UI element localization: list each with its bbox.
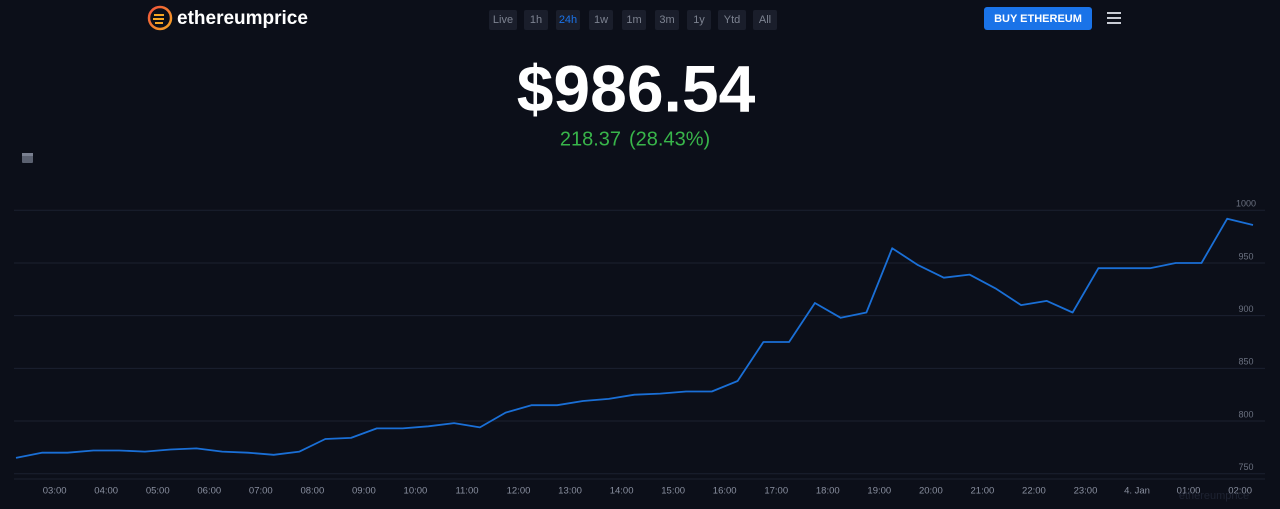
x-tick-label: 20:00	[919, 486, 943, 497]
x-tick-label: 14:00	[610, 486, 634, 497]
menu-icon[interactable]	[1107, 12, 1121, 24]
range-button-label[interactable]: Ytd	[724, 14, 741, 26]
logo-icon-lines	[153, 14, 164, 24]
x-tick-label: 08:00	[300, 486, 324, 497]
x-tick-label: 23:00	[1074, 486, 1098, 497]
x-tick-label: 15:00	[661, 486, 685, 497]
logo-icon[interactable]	[147, 5, 173, 31]
range-button-label[interactable]: 1m	[626, 14, 641, 26]
x-tick-label: 09:00	[352, 486, 376, 497]
range-button-label[interactable]: 1y	[693, 14, 705, 26]
price-line	[15, 217, 1254, 459]
range-button-label[interactable]: All	[759, 14, 771, 26]
range-button[interactable]	[687, 10, 711, 30]
watermark: ethereumprice	[1179, 490, 1249, 502]
buy-button[interactable]	[984, 7, 1092, 30]
buy-button-label[interactable]: BUY ETHEREUM	[994, 13, 1082, 25]
x-tick-label: 13:00	[558, 486, 582, 497]
x-tick-label: 01:00	[1177, 486, 1201, 497]
range-button[interactable]	[489, 10, 517, 30]
x-tick-label: 11:00	[455, 486, 478, 497]
x-tick-label: 22:00	[1022, 486, 1046, 497]
y-tick-label: 900	[1238, 304, 1253, 314]
range-button[interactable]	[556, 10, 580, 30]
range-button-label[interactable]: 24h	[559, 14, 577, 26]
range-button[interactable]	[753, 10, 777, 30]
y-tick-label: 800	[1238, 409, 1253, 419]
x-tick-label: 4. Jan	[1124, 486, 1150, 497]
x-tick-label: 03:00	[43, 486, 67, 497]
x-tick-label: 19:00	[867, 486, 891, 497]
y-tick-label: 1000	[1236, 199, 1256, 209]
range-button[interactable]	[718, 10, 746, 30]
x-tick-label: 10:00	[404, 486, 428, 497]
price-change-percent: (28.43%)	[629, 128, 710, 150]
x-tick-label: 12:00	[507, 486, 531, 497]
y-tick-label: 950	[1238, 251, 1253, 261]
x-tick-label: 16:00	[713, 486, 737, 497]
x-tick-label: 21:00	[971, 486, 995, 497]
range-button-label[interactable]: Live	[493, 14, 513, 26]
range-button-label[interactable]: 1h	[530, 14, 542, 26]
x-tick-label: 02:00	[1228, 486, 1252, 497]
range-button[interactable]	[589, 10, 613, 30]
x-tick-label: 07:00	[249, 486, 273, 497]
calendar-icon-top	[22, 153, 33, 156]
range-button[interactable]	[655, 10, 679, 30]
x-tick-label: 17:00	[764, 486, 788, 497]
y-tick-label: 750	[1238, 462, 1253, 472]
x-tick-label: 04:00	[94, 486, 118, 497]
x-tick-label: 05:00	[146, 486, 170, 497]
logo-text[interactable]: ethereumprice	[177, 8, 308, 29]
range-button-label[interactable]: 3m	[659, 14, 674, 26]
x-tick-label: 06:00	[197, 486, 221, 497]
range-button-label[interactable]: 1w	[594, 14, 608, 26]
range-button[interactable]	[622, 10, 646, 30]
range-button[interactable]	[524, 10, 548, 30]
y-tick-label: 850	[1238, 357, 1253, 367]
price-change: 218.37	[560, 128, 621, 150]
price: $986.54	[517, 51, 756, 125]
x-tick-label: 18:00	[816, 486, 840, 497]
